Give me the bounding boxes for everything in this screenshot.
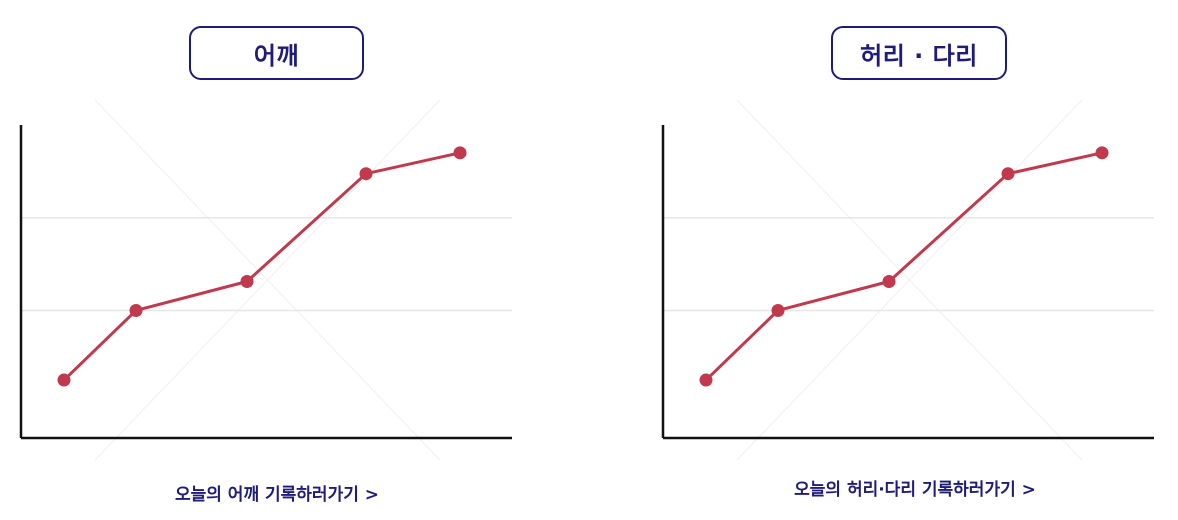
data-point (882, 275, 896, 288)
shoulder-panel: 어깨 오늘의 어깨 기록하러가기 > (0, 0, 560, 520)
waist-leg-line-chart (661, 99, 1154, 461)
waist-leg-title-pill: 허리 · 다리 (831, 26, 1007, 80)
data-point (240, 275, 254, 288)
watermark-diagonal (736, 99, 1083, 461)
data-point (57, 373, 71, 387)
data-point (359, 167, 373, 181)
shoulder-title-pill: 어깨 (189, 26, 364, 80)
waist-leg-panel: 허리 · 다리 오늘의 허리·다리 기록하러가기 > (642, 0, 1178, 520)
series-line (704, 151, 1103, 382)
record-waist-leg-link[interactable]: 오늘의 허리·다리 기록하러가기 > (794, 480, 1036, 500)
data-point (453, 146, 467, 160)
data-point (129, 303, 143, 317)
shoulder-line-chart (19, 99, 512, 461)
series-line (62, 151, 461, 382)
data-point (699, 373, 713, 387)
record-shoulder-link[interactable]: 오늘의 어깨 기록하러가기 > (174, 485, 380, 505)
data-point (1001, 167, 1015, 181)
data-point (1095, 146, 1109, 160)
watermark-diagonal (94, 99, 441, 461)
data-point (771, 303, 785, 317)
waist-leg-title: 허리 · 다리 (860, 41, 978, 70)
shoulder-title: 어깨 (253, 41, 300, 70)
